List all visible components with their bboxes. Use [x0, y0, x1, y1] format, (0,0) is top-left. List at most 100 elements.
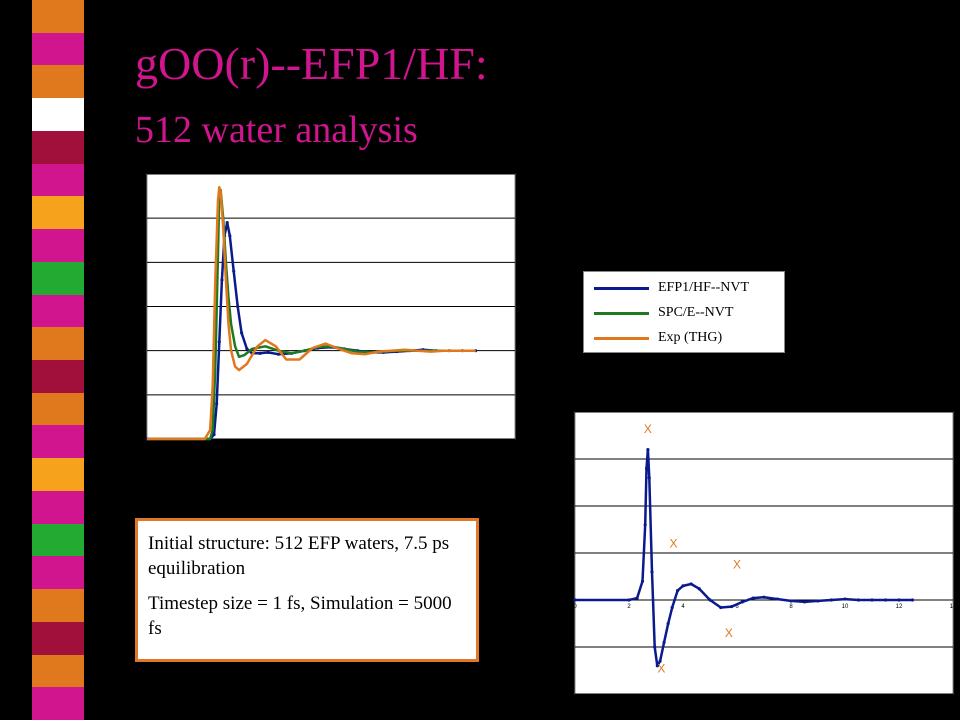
series-point-0 — [802, 600, 807, 604]
x-tick-label: 12 — [896, 604, 903, 610]
series-point-0 — [245, 347, 249, 351]
legend-item-spce: SPC/E--NVT — [584, 303, 784, 323]
slide-subtitle: 512 water analysis — [135, 109, 418, 151]
x-marker: X — [733, 557, 741, 571]
legend-label: Exp (THG) — [658, 330, 723, 345]
x-tick-label: 6 — [735, 604, 739, 610]
legend-label: SPC/E--NVT — [658, 305, 734, 320]
y-tick-label: 0 — [567, 598, 571, 604]
x-tick-label: 4 — [250, 445, 254, 451]
y-tick-label: -0.5 — [560, 645, 571, 651]
series-line-2 — [147, 185, 476, 441]
series-point-0 — [730, 604, 734, 609]
series-point-0 — [573, 598, 577, 602]
series-point-0 — [662, 640, 666, 644]
series-point-0 — [635, 596, 639, 600]
series-point-0 — [883, 598, 888, 602]
strip-block — [32, 621, 84, 656]
info-box: Initial structure: 512 EFP waters, 7.5 p… — [135, 518, 479, 662]
x-tick-label: 0 — [573, 604, 577, 610]
series-line-0 — [575, 448, 913, 668]
x-tick-label: 14 — [950, 604, 957, 610]
x-tick-label: 2 — [198, 445, 202, 451]
series-point-0 — [856, 598, 861, 602]
strip-block — [32, 458, 84, 492]
x-tick-label: 2 — [627, 604, 631, 610]
strip-block — [32, 0, 84, 34]
y-tick-label: 0.5 — [134, 393, 143, 399]
y-tick-label: 1.5 — [562, 457, 571, 463]
strip-block — [32, 98, 84, 132]
series-point-0 — [775, 597, 780, 601]
x-tick-label: 10 — [407, 445, 414, 451]
series-point-0 — [627, 598, 631, 602]
series-point-0 — [640, 579, 645, 583]
x-tick-label: 0 — [145, 445, 149, 451]
series-point-0 — [658, 659, 662, 663]
series-point-0 — [258, 351, 262, 355]
y-tick-label: 1 — [567, 504, 571, 510]
series-point-0 — [910, 598, 915, 602]
x-marker: X — [670, 537, 678, 551]
y-axis-label: Error = gOO(exp)-gOO(X) — [550, 488, 567, 672]
series-point-0 — [697, 587, 701, 591]
strip-block — [32, 32, 84, 66]
x-tick-label: 12 — [459, 445, 466, 451]
series-point-0 — [689, 582, 693, 586]
series-point-0 — [829, 598, 834, 602]
series-point-0 — [816, 599, 820, 603]
series-point-0 — [751, 596, 755, 600]
strip-block — [32, 523, 84, 557]
series-point-0 — [670, 605, 674, 610]
gOO-chart: 0 0.5 1 1.5 2 2.5 3 0 2 4 6 8 10 12 14 r (Angstroms) gOO… — [117, 172, 519, 477]
series-point-0 — [217, 340, 221, 344]
legend-item-efp1: EFP1/HF--NVT — [584, 278, 784, 298]
series-point-0 — [653, 645, 657, 649]
y-tick-label: 1 — [139, 349, 143, 355]
decorative-color-strip — [32, 0, 84, 720]
y-tick-label: 2 — [139, 260, 143, 266]
legend-label: EFP1/HF--NVT — [658, 280, 750, 295]
series-point-0 — [870, 598, 874, 602]
x-marker: X — [644, 422, 652, 436]
x-tick-label: 8 — [789, 604, 793, 610]
strip-block — [32, 490, 84, 525]
strip-block — [32, 556, 84, 590]
series-point-0 — [215, 402, 219, 406]
series-point-0 — [650, 570, 654, 574]
strip-block — [32, 196, 84, 230]
x-tick-label: 8 — [356, 445, 360, 451]
y-tick-label: -1 — [565, 692, 571, 698]
series-point-0 — [681, 584, 685, 588]
series-point-0 — [643, 523, 647, 527]
y-axis-label: gOO(r) — [117, 275, 134, 325]
x-axis-label: r (Angstroms) — [292, 460, 389, 477]
slide-title: gOO(r)--EFP1/HF: — [135, 38, 488, 89]
chart-legend: EFP1/HF--NVT SPC/E--NVT Exp (THG) — [583, 271, 785, 353]
series-point-0 — [762, 595, 766, 599]
series-point-0 — [212, 432, 216, 437]
series-point-0 — [843, 597, 847, 601]
info-line-1: Initial structure: 512 EFP waters, 7.5 p… — [148, 533, 450, 579]
strip-block — [32, 425, 84, 459]
series-point-0 — [232, 269, 236, 273]
y-tick-label: 0 — [139, 437, 143, 443]
series-point-0 — [228, 234, 232, 238]
series-point-0 — [740, 600, 744, 604]
strip-block — [32, 65, 84, 99]
series-point-0 — [266, 350, 270, 355]
strip-block — [32, 327, 84, 361]
x-marker: X — [657, 662, 665, 676]
series-point-0 — [719, 605, 723, 610]
x-tick-label: 6 — [303, 445, 307, 451]
legend-item-exp: Exp (THG) — [584, 328, 784, 348]
strip-block — [32, 294, 84, 328]
series-point-0 — [646, 448, 650, 452]
series-point-0 — [708, 598, 712, 602]
strip-block — [32, 360, 84, 394]
series-point-0 — [220, 278, 224, 282]
y-tick-label: 2 — [567, 410, 571, 416]
y-tick-label: 2.5 — [134, 216, 143, 222]
series-point-0 — [897, 598, 901, 602]
series-point-0 — [789, 599, 793, 603]
